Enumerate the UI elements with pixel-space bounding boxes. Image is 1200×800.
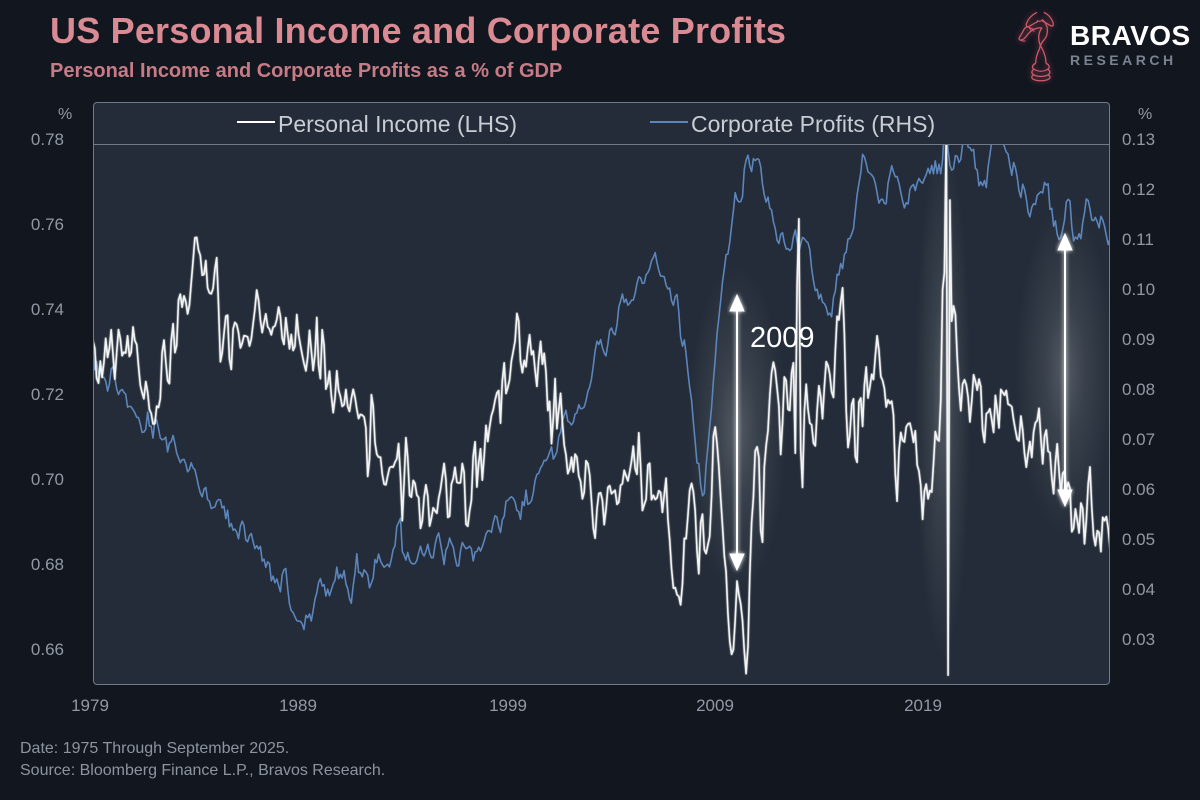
svg-text:2009: 2009 <box>750 322 815 354</box>
